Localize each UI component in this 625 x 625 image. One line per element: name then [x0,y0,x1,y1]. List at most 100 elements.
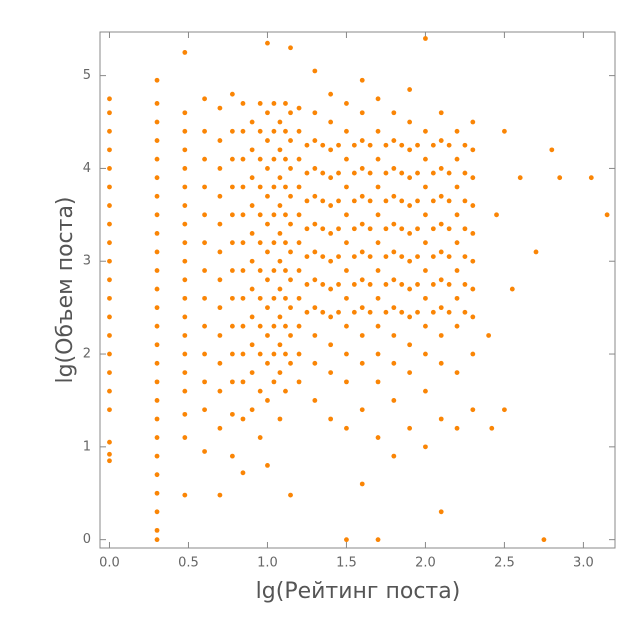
point [446,198,452,204]
point [154,175,160,181]
point [229,411,235,417]
point [438,221,444,227]
point [430,198,436,204]
point [202,295,207,301]
point [154,360,160,366]
point [229,268,235,273]
point [296,128,302,134]
point [182,147,188,153]
point [283,156,288,162]
point [202,268,207,273]
point [271,295,277,301]
point [336,226,341,232]
point [257,156,263,162]
point [423,36,428,41]
point [344,351,349,357]
point [312,166,318,171]
point [154,472,160,478]
point [438,305,444,311]
point [446,309,452,315]
point [415,198,420,204]
point [229,295,235,301]
point [454,156,460,162]
point [509,286,515,292]
point [265,138,270,143]
point [240,156,246,162]
point [383,226,389,232]
point [328,370,334,375]
point [217,305,223,311]
point [217,277,223,283]
point [154,212,160,218]
point [107,314,112,320]
point [391,110,397,116]
point [304,309,310,315]
point [257,435,263,440]
point [344,379,349,385]
point [265,110,270,116]
point [320,198,326,204]
point [407,370,413,375]
point [182,221,188,227]
point [328,416,334,422]
point [240,268,246,273]
point [423,295,428,301]
point [240,295,246,301]
point [288,221,293,227]
point [391,277,397,283]
point [154,77,160,83]
point [438,333,444,338]
point [383,309,389,315]
point [438,249,444,255]
point [257,240,263,246]
point [249,314,255,320]
point [367,309,373,315]
point [182,203,188,208]
point [328,286,334,292]
point [328,203,334,208]
point [271,184,277,190]
point [265,463,270,468]
point [454,323,460,329]
point [462,254,468,259]
point [351,309,357,315]
point [217,333,223,338]
point [217,388,223,394]
point [288,305,293,311]
point [249,286,255,292]
point [154,342,160,348]
point [423,351,428,357]
points [107,36,610,543]
point [265,40,270,46]
point [328,147,334,153]
point [351,282,357,287]
point [391,360,397,366]
point [391,333,397,338]
point [296,379,302,385]
point [240,101,246,106]
point [407,286,413,292]
point [328,119,334,125]
point [202,240,207,246]
point [446,254,452,259]
point [470,351,476,357]
point [359,138,365,143]
point [107,458,112,464]
point [154,119,160,125]
point [486,333,492,338]
point [202,323,207,329]
point [328,175,334,181]
point [265,277,270,283]
point [265,193,270,199]
point [391,305,397,311]
point [217,425,223,431]
point [391,453,397,459]
point [277,147,283,153]
point [351,226,357,232]
point [182,184,188,190]
point [154,156,160,162]
point [271,240,277,246]
point [283,101,288,106]
point [359,249,365,255]
